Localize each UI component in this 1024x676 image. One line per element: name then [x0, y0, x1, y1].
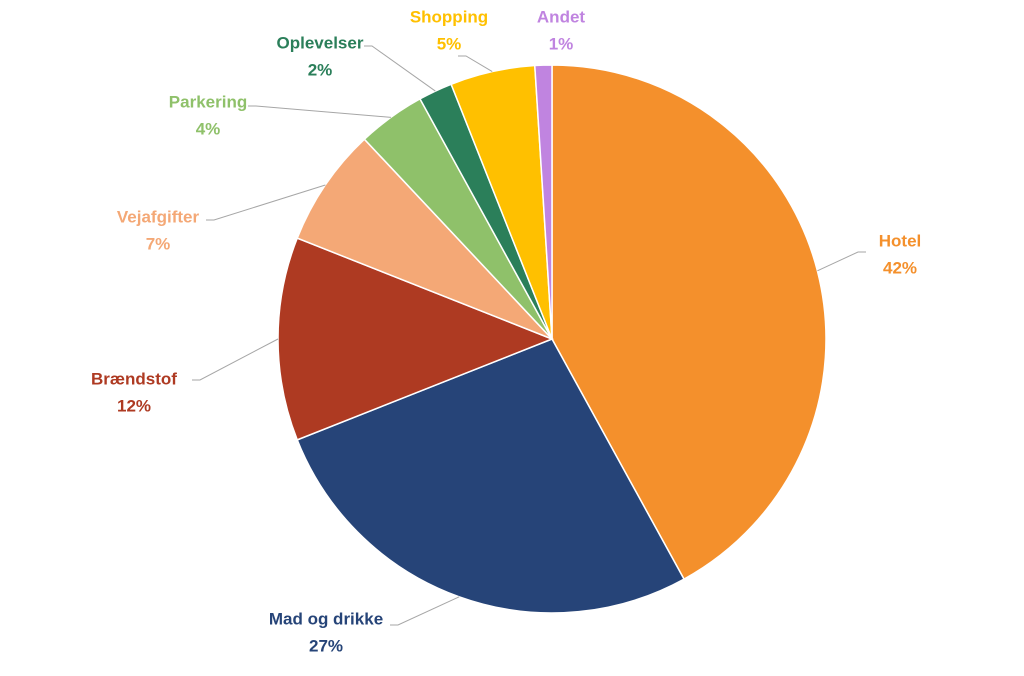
leader-line	[458, 55, 493, 73]
slice-value-label: 4%	[196, 119, 221, 138]
slice-label: Andet	[537, 7, 586, 26]
slice-label: Parkering	[169, 92, 247, 111]
slice-label: Shopping	[410, 7, 488, 26]
pie-slice	[296, 138, 553, 340]
slice-value-label: 42%	[883, 258, 917, 277]
leader-line	[248, 105, 391, 118]
slice-value-label: 27%	[309, 636, 343, 655]
pie-slice	[533, 64, 553, 340]
leader-line	[206, 184, 326, 221]
slice-label: Hotel	[879, 231, 922, 250]
slice-label: Vejafgifter	[117, 207, 200, 226]
slice-label: Oplevelser	[277, 33, 364, 52]
slice-value-label: 5%	[437, 34, 462, 53]
leader-line	[817, 251, 866, 272]
slice-value-label: 12%	[117, 396, 151, 415]
pie-slice	[277, 237, 555, 441]
slice-value-label: 1%	[549, 34, 574, 53]
leader-line	[364, 45, 436, 92]
slice-label: Brændstof	[91, 369, 177, 388]
leader-line	[192, 338, 279, 381]
leader-line	[390, 596, 460, 626]
slice-value-label: 7%	[146, 234, 171, 253]
slice-label: Mad og drikke	[269, 609, 383, 628]
slice-value-label: 2%	[308, 60, 333, 79]
pie-slice	[551, 64, 827, 581]
